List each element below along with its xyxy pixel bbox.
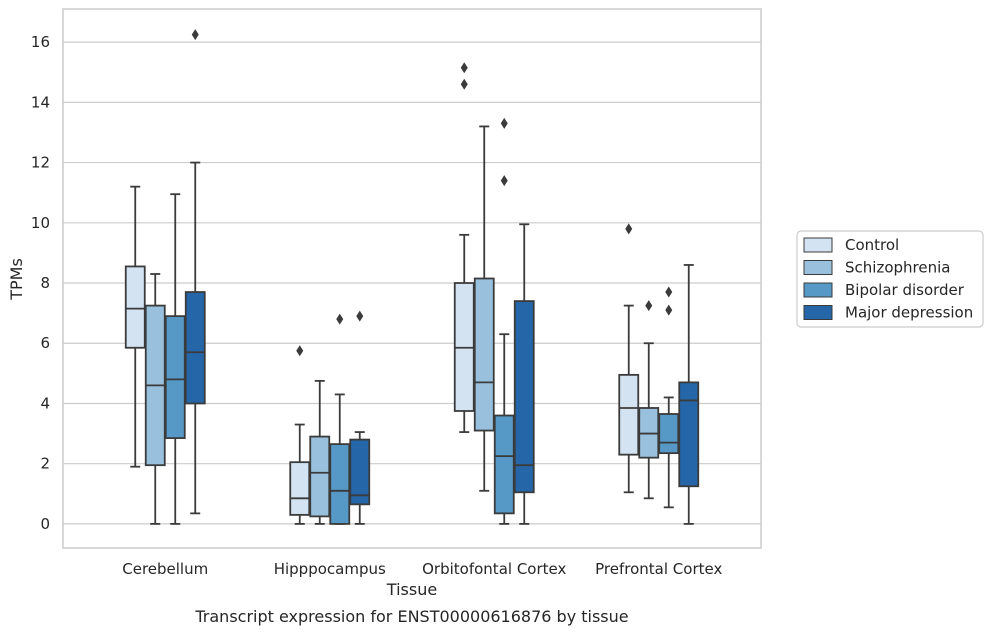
outlier-point [296, 345, 304, 357]
box-schizophrenia [638, 300, 660, 500]
y-tick-label: 8 [40, 274, 50, 292]
box-bipolar-disorder [493, 117, 515, 525]
y-tick-label: 4 [40, 394, 50, 412]
iqr-box [329, 443, 351, 525]
box-major-depression [184, 29, 206, 515]
y-tick-label: 14 [31, 93, 50, 111]
box-schizophrenia [144, 273, 166, 525]
outlier-point [336, 313, 344, 325]
iqr-box [164, 315, 186, 439]
box-control [289, 345, 311, 525]
x-tick-labels: Cerebellum Hipppocampus Orbitofontal Corte… [122, 560, 722, 578]
y-tick-label: 12 [31, 154, 50, 172]
x-tick-label: Cerebellum [122, 560, 208, 578]
iqr-box [349, 438, 371, 506]
box-bipolar-disorder [164, 193, 186, 525]
box-schizophrenia [473, 125, 495, 492]
y-tick-label: 2 [40, 455, 50, 473]
plot-frame [62, 8, 762, 549]
outlier-point [500, 175, 508, 187]
box-major-depression [349, 310, 371, 525]
legend-swatch [803, 282, 833, 298]
legend-frame [796, 230, 984, 328]
iqr-box [289, 461, 311, 516]
legend-swatch [803, 260, 833, 275]
iqr-box [658, 413, 680, 455]
x-tick-label: Hipppocampus [274, 560, 386, 578]
boxes-layer [124, 29, 700, 525]
outlier-point [460, 62, 468, 74]
legend-swatch [803, 305, 833, 320]
box-major-depression [513, 223, 535, 525]
x-tick-label: Orbitofontal Cortex [422, 560, 566, 578]
iqr-box [678, 381, 700, 488]
box-major-depression [678, 264, 700, 525]
legend-label: Control [845, 236, 899, 254]
box-schizophrenia [309, 379, 331, 525]
iqr-box [124, 265, 146, 349]
iqr-box [618, 373, 640, 456]
y-axis-title: TPMs [7, 258, 26, 301]
iqr-box [473, 277, 495, 432]
box-control [453, 62, 475, 433]
legend-label: Major depression [845, 304, 973, 322]
plot-area [62, 8, 762, 549]
outlier-point [665, 286, 673, 298]
y-tick-label: 16 [31, 33, 50, 51]
x-tick-label: Prefrontal Cortex [595, 560, 722, 578]
iqr-box [513, 300, 535, 494]
iqr-box [184, 291, 206, 405]
legend-label: Bipolar disorder [845, 281, 965, 299]
outlier-point [625, 223, 633, 235]
box-bipolar-disorder [658, 286, 680, 509]
box-bipolar-disorder [329, 313, 351, 525]
outlier-point [665, 304, 673, 316]
outlier-point [356, 310, 364, 322]
y-tick-label: 0 [40, 515, 50, 533]
legend-swatch [803, 237, 833, 253]
box-control [618, 223, 640, 494]
figure-caption: Transcript expression for ENST0000061687… [194, 607, 628, 626]
y-tick-labels: 0 2 4 6 8 10 12 14 16 [31, 33, 50, 533]
outlier-point [460, 78, 468, 90]
outlier-point [191, 29, 199, 41]
outlier-point [500, 117, 508, 129]
y-tick-label: 10 [31, 214, 50, 232]
y-tick-label: 6 [40, 334, 50, 352]
outlier-point [645, 300, 653, 312]
x-axis-title: Tissue [386, 580, 437, 599]
box-control [124, 185, 146, 468]
legend: Control Schizophrenia Bipolar disorder Majo… [796, 230, 984, 328]
iqr-box [309, 435, 331, 518]
iqr-box [493, 414, 515, 515]
legend-label: Schizophrenia [845, 259, 950, 277]
